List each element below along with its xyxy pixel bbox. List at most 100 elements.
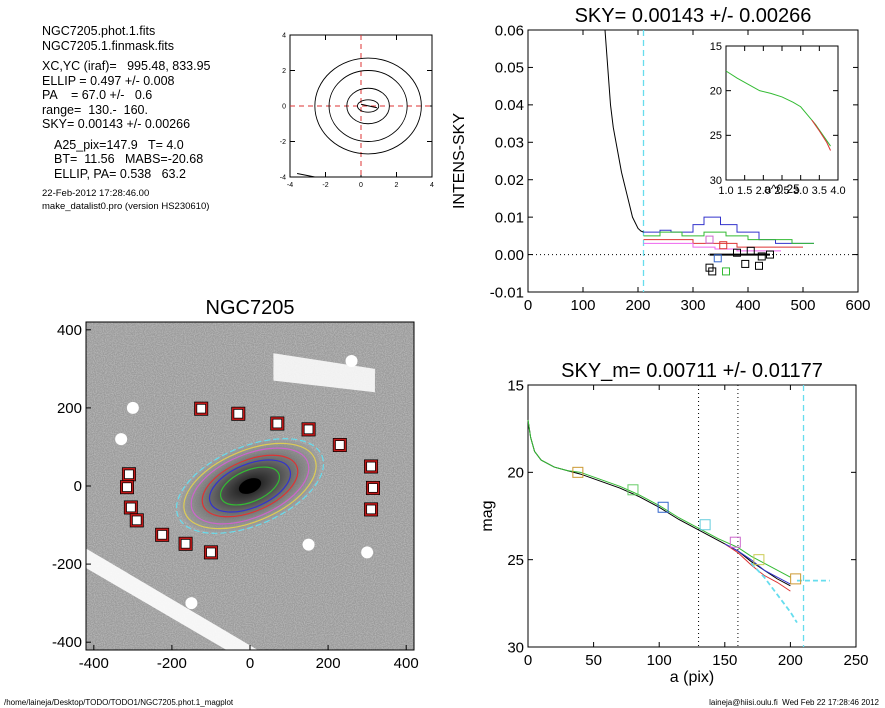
x-tick-label: 600	[845, 297, 870, 314]
mask-box-inner	[333, 438, 347, 452]
mag-square	[729, 536, 741, 548]
y-tick-label: -200	[52, 556, 82, 573]
sky-square	[722, 267, 730, 276]
mask-box	[301, 422, 316, 437]
contour-edge	[297, 172, 315, 178]
sky-series-2	[643, 239, 803, 248]
plot-frame	[527, 384, 857, 648]
mask-box	[121, 467, 136, 482]
x-tick-label: 1.0	[718, 185, 733, 197]
sky-square	[733, 248, 741, 257]
mask-box	[270, 416, 285, 431]
isophote-ellipse	[201, 454, 299, 518]
sky-square	[746, 246, 755, 255]
mask-box-inner	[204, 546, 218, 559]
mask-box	[155, 527, 170, 542]
y-tick-label: 0	[282, 103, 286, 110]
galaxy-core	[238, 478, 262, 494]
sky-square	[713, 254, 722, 263]
y-tick-label: 25	[507, 552, 524, 569]
x-tick-label: -2	[322, 182, 328, 189]
ellip-pa: ELLIP, PA= 0.538 63.2	[54, 166, 186, 181]
y-tick-label: 0.06	[495, 22, 524, 39]
y-tick-label: 2	[282, 68, 286, 75]
mag-square	[753, 554, 765, 566]
x-tick-label: 200	[778, 652, 803, 669]
y-tick-label: -0.01	[490, 284, 524, 301]
mask-box	[366, 480, 380, 495]
isophote-ellipse	[190, 447, 310, 525]
inset-series-1	[811, 119, 831, 151]
x-tick-label: 400	[735, 297, 760, 314]
star	[185, 597, 198, 610]
sky-square	[708, 267, 717, 276]
x-tick-label: 2	[395, 182, 399, 189]
mask-file-name: NGC7205.1.finmask.fits	[42, 38, 174, 53]
mag-square	[572, 466, 584, 478]
y-tick-label: 20	[507, 465, 524, 482]
y-tick-label: 400	[57, 322, 82, 339]
mask-box-inner	[130, 514, 144, 527]
x-tick-label: -400	[79, 655, 109, 672]
mag-square	[627, 484, 639, 496]
y-tick-label: 20	[710, 86, 722, 98]
mask-box	[231, 406, 246, 421]
y-tick-label: 15	[710, 41, 722, 53]
x-tick-label: 50	[585, 652, 602, 669]
contour	[357, 99, 380, 113]
galaxy-title: NGC7205	[206, 297, 295, 319]
y-tick-label: 30	[507, 639, 524, 656]
center-mark	[360, 103, 378, 109]
timestamp: 22-Feb-2012 17:28:46.00	[42, 188, 150, 199]
x-axis-label: a (pix)	[670, 669, 714, 686]
mask-box	[194, 401, 209, 416]
x-tick-label: 200	[625, 297, 650, 314]
x-tick-label: 0	[359, 182, 363, 189]
contour	[328, 70, 408, 142]
chart-title: SKY= 0.00143 +/- 0.00266	[575, 5, 812, 27]
isophote-ellipse	[175, 438, 325, 534]
isophote-ellipse	[219, 466, 281, 506]
sky-value: SKY= 0.00143 +/- 0.00266	[42, 117, 191, 131]
x-tick-label: 0	[246, 655, 254, 672]
x-tick-label: -200	[157, 655, 187, 672]
x-tick-label: 4.0	[830, 185, 845, 197]
intensity-profile	[604, 30, 644, 233]
x-tick-label: 3.0	[793, 185, 808, 197]
x-tick-label: -4	[287, 182, 293, 189]
mag-series-0	[527, 419, 791, 587]
mask-box-inner	[302, 423, 315, 436]
sky-square	[719, 241, 728, 250]
mask-box	[332, 438, 347, 452]
mag-series-4	[750, 562, 798, 624]
mask-box-inner	[271, 417, 284, 430]
x-tick-label: 0	[524, 652, 532, 669]
star	[115, 433, 128, 446]
star	[302, 538, 315, 551]
mag-series-2	[724, 543, 791, 592]
mask-box-inner	[364, 460, 378, 473]
star	[126, 401, 139, 414]
mask-box	[129, 513, 144, 528]
x-axis-label: a^0.25	[764, 182, 800, 196]
mask-box	[364, 502, 379, 517]
mag-square	[657, 501, 669, 513]
fit-range: range= 130.- 160.	[42, 102, 148, 117]
y-tick-label: 0.04	[495, 97, 524, 114]
star	[345, 355, 358, 368]
x-tick-label: 4	[430, 182, 434, 189]
file-name: NGC7205.phot.1.fits	[42, 24, 156, 38]
contour	[314, 57, 422, 155]
info-panel: NGC7205.phot.1.fits NGC7205.1.finmask.fi…	[42, 24, 211, 213]
ellipticity: ELLIP = 0.497 +/- 0.008	[42, 73, 175, 88]
star	[361, 546, 374, 559]
mask-box-inner	[124, 501, 138, 514]
mask-box-inner	[364, 503, 378, 516]
x-tick-label: 1.5	[737, 185, 752, 197]
sky-series-1	[643, 231, 814, 244]
y-axis-label: INTENS-SKY	[451, 113, 468, 209]
mask-box-inner	[155, 528, 169, 542]
inset-bg	[726, 46, 838, 180]
mask-box-inner	[120, 480, 134, 494]
